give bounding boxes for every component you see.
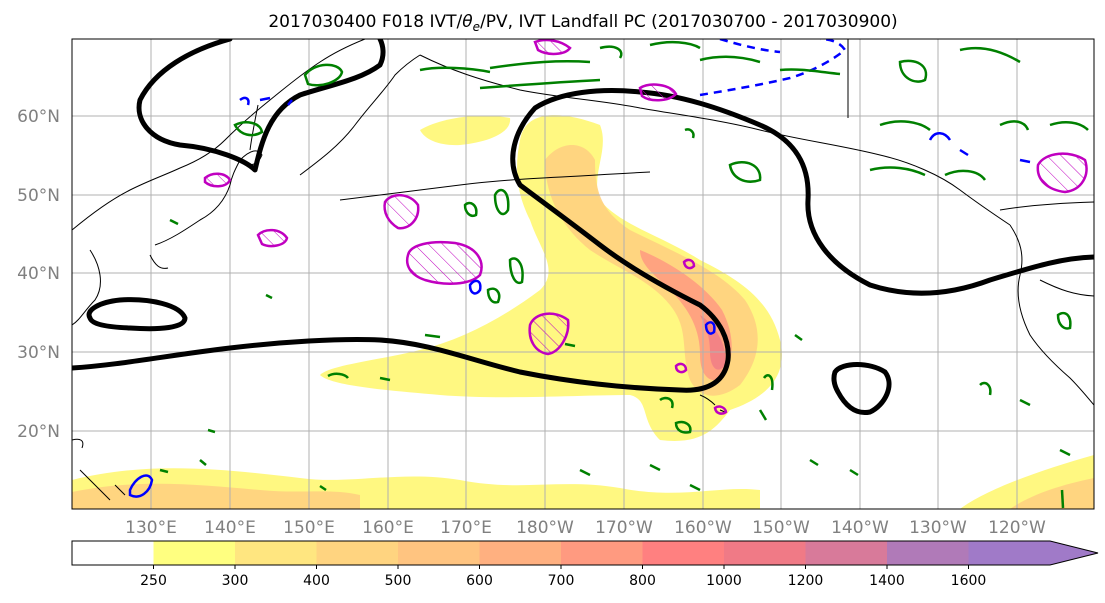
map-border [71,38,1095,510]
colorbar-tick-label: 500 [385,573,412,589]
lon-label: 160°W [674,518,732,538]
theta-neg-2 [468,279,482,295]
colorbar-swatch [235,541,317,565]
ivt-shading [72,115,1094,509]
theta-neg-5 [719,39,781,54]
lon-label: 150°W [752,518,810,538]
colorbar-tick-label: 600 [466,573,493,589]
lon-label: 140°W [831,518,889,538]
theta-contour-2 [528,312,570,356]
graticule [72,39,1094,509]
theta-neg-1 [128,474,154,498]
colorbar-extend-arrow [968,541,1098,565]
colorbar-swatch [805,541,888,565]
colorbar-tick-label: 300 [222,573,249,589]
lon-label: 180°W [516,518,574,538]
latitude-labels: 20°N 30°N 40°N 50°N 60°N [17,107,60,442]
colorbar-tick-label: 800 [629,573,656,589]
lat-label: 20°N [17,422,60,442]
hawaii [699,394,726,413]
colorbar-tick-label: 1400 [869,573,905,589]
colorbar-tick-label: 250 [140,573,167,589]
pc-korea-loop [86,297,188,332]
lon-label: 130°W [909,518,967,538]
longitude-labels: 130°E 140°E 150°E 160°E 170°E 180°W 170°… [125,518,1046,538]
north-america-coast [1009,224,1094,406]
theta-contour-1 [406,240,483,285]
aleutians [339,171,651,201]
theta-contour-6 [203,172,232,188]
pc-north-loop [136,39,386,173]
colorbar-swatch [316,541,399,565]
theta-neg-7 [928,132,969,157]
lon-label: 140°E [204,518,256,538]
colorbar-tick-label: 1000 [706,573,742,589]
lon-label: 170°E [440,518,492,538]
theta-e-contours [203,39,1088,415]
colorbar-swatch [479,541,562,565]
japan-honshu [154,159,241,246]
pc-main-contour [72,88,1094,393]
lat-label: 30°N [17,343,60,363]
colorbar-outline [71,540,1099,566]
theta-contour-11 [713,405,728,415]
colorbar-tick-label: 1200 [788,573,824,589]
pc-contours [72,39,1094,416]
ivt-southern-band-mid [72,483,360,509]
colorbar-tick-label: 1600 [951,573,987,589]
theta-contour-4 [1036,152,1088,194]
ivt-southeast-band-mid [1010,478,1094,509]
ivt-plume-northwest [420,115,511,146]
ivt-plume-low [320,115,782,441]
colorbar-swatch [724,541,806,565]
theta-contour-5 [256,228,289,248]
theta-contour-7 [533,39,572,56]
theta-contour-8 [638,83,678,102]
lon-label: 130°E [125,518,177,538]
colorbar-tick-label: 400 [303,573,330,589]
colorbar-swatch [887,541,969,565]
colorbar-swatch [398,541,480,565]
theta-neg-6 [239,96,293,106]
lon-label: 170°W [595,518,653,538]
theta-contour-9 [682,258,696,270]
lon-label: 120°W [988,518,1046,538]
canada-border [999,201,1094,211]
colorbar-tick-label: 700 [548,573,575,589]
colorbar-swatch [153,541,236,565]
pc-hawaii-loop [831,362,892,416]
kamchatka [299,54,421,176]
theta-neg-3 [704,321,716,335]
japan-kyushu [149,254,169,269]
pv-contours [159,40,1089,509]
alaska-coast [419,54,1011,226]
us-mexico-border [1039,279,1094,297]
lat-label: 40°N [17,264,60,284]
colorbar: 250 300 400 500 600 700 800 1000 1200 1400 1600 [71,540,1099,589]
lat-label: 60°N [17,107,60,127]
ivt-plume-high [640,250,732,381]
coastlines [72,39,1094,501]
map-area [72,39,1094,509]
sakhalin [249,104,259,151]
chart-title: 2017030400 F018 IVT/θe/PV, IVT Landfall … [268,12,897,34]
asia-coastline [72,39,366,231]
taiwan [72,438,84,449]
colorbar-swatch [72,541,154,565]
lon-label: 160°E [362,518,414,538]
theta-contour-3 [383,194,420,230]
lon-label: 150°E [283,518,335,538]
lat-label: 50°N [17,186,60,206]
colorbar-swatch [642,541,725,565]
theta-contour-10 [674,362,688,374]
theta-neg-8 [1019,158,1031,164]
colorbar-swatch [561,541,643,565]
korea-coast [72,249,101,326]
philippines [79,469,126,501]
